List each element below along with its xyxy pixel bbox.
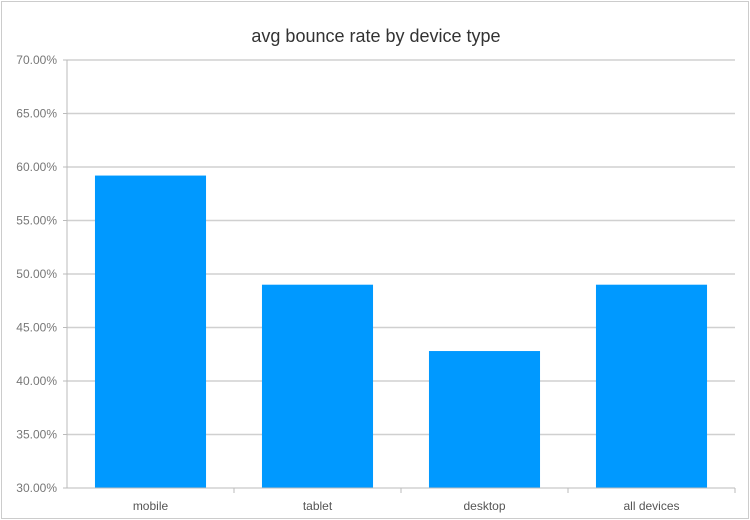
x-tick-label: desktop <box>463 499 505 513</box>
bar-tablet <box>261 284 374 488</box>
x-tick-label: tablet <box>303 499 333 513</box>
chart-title: avg bounce rate by device type <box>251 26 500 46</box>
x-tick-label: mobile <box>133 499 169 513</box>
bar-all-devices <box>595 284 708 488</box>
y-tick-label: 55.00% <box>16 214 57 228</box>
bar-mobile <box>94 175 207 488</box>
y-tick-label: 45.00% <box>16 321 57 335</box>
y-tick-label: 30.00% <box>16 481 57 495</box>
bar-desktop <box>428 351 541 488</box>
y-tick-label: 50.00% <box>16 267 57 281</box>
y-tick-label: 35.00% <box>16 428 57 442</box>
y-tick-label: 65.00% <box>16 107 57 121</box>
y-tick-label: 40.00% <box>16 374 57 388</box>
y-tick-label: 70.00% <box>16 53 57 67</box>
x-tick-label: all devices <box>623 499 679 513</box>
y-tick-label: 60.00% <box>16 160 57 174</box>
